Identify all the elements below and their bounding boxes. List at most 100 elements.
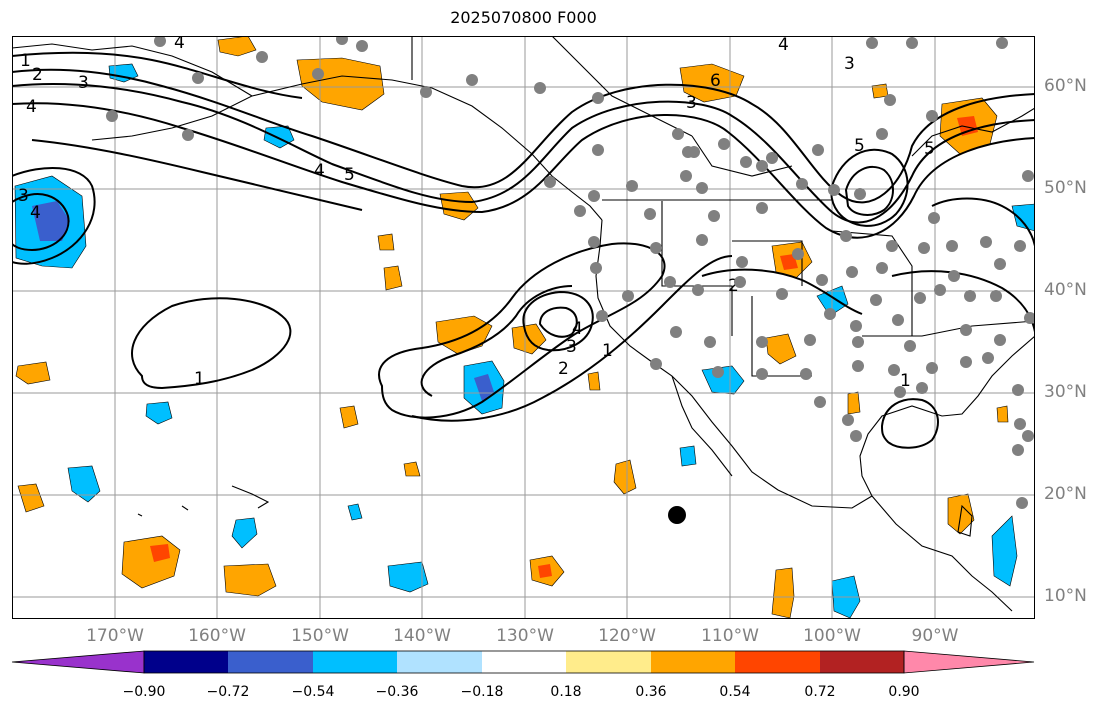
contour-label: 5 bbox=[924, 139, 935, 159]
negative-anomaly-area bbox=[67, 465, 101, 503]
contour-label-layer: 1 2 3 4 4 3 4 4 5 1 1 2 3 4 3 6 3 4 5 5 … bbox=[18, 36, 935, 391]
latitude-label: 60°N bbox=[1044, 76, 1087, 96]
colorbar-extend-low bbox=[11, 650, 145, 674]
colorbar-tick-label: −0.54 bbox=[291, 684, 335, 700]
positive-anomaly-area bbox=[765, 333, 797, 365]
contour-label: 1 bbox=[900, 371, 911, 391]
contour-label: 4 bbox=[314, 161, 325, 181]
contour-label: 3 bbox=[844, 54, 855, 74]
colorbar-tick-label: −0.36 bbox=[375, 684, 419, 700]
negative-anomaly-area bbox=[387, 561, 429, 593]
longitude-label: 170°W bbox=[86, 626, 144, 646]
positive-anomaly-area bbox=[780, 254, 798, 270]
contour-label: 3 bbox=[78, 73, 89, 93]
latitude-label: 50°N bbox=[1044, 178, 1087, 198]
positive-anomaly-area bbox=[377, 233, 395, 251]
contour-label: 1 bbox=[194, 369, 205, 389]
positive-anomaly-area bbox=[613, 459, 637, 495]
contour-line bbox=[12, 68, 1035, 204]
contour-label: 4 bbox=[778, 36, 789, 55]
contour-line bbox=[12, 193, 70, 252]
positive-anomaly-area bbox=[771, 567, 795, 619]
contour-label: 5 bbox=[854, 136, 865, 156]
contour-line bbox=[844, 165, 894, 216]
anomaly-fill-layer bbox=[14, 36, 1035, 619]
reference-point-marker bbox=[668, 506, 686, 524]
positive-anomaly-area bbox=[587, 371, 601, 391]
contour-label: 3 bbox=[566, 337, 577, 357]
contour-label: 5 bbox=[344, 165, 355, 185]
positive-anomaly-area bbox=[847, 391, 861, 415]
latitude-label: 10°N bbox=[1044, 586, 1087, 606]
longitude-label: 90°W bbox=[911, 626, 959, 646]
contour-line bbox=[701, 268, 863, 315]
positive-anomaly-area bbox=[17, 483, 45, 513]
colorbar-segment bbox=[397, 651, 482, 673]
contour-line bbox=[378, 242, 666, 419]
contour-label: 4 bbox=[174, 36, 185, 53]
colorbar-extend-high bbox=[903, 650, 1035, 674]
longitude-label: 160°W bbox=[188, 626, 246, 646]
contour-label: 1 bbox=[602, 341, 613, 361]
contour-line bbox=[31, 139, 363, 211]
colorbar-tick-label: 0.36 bbox=[635, 684, 667, 700]
contour-label: 6 bbox=[710, 71, 721, 91]
colorbar-segment bbox=[313, 651, 397, 673]
positive-anomaly-area bbox=[957, 116, 978, 136]
negative-anomaly-area bbox=[32, 201, 70, 241]
negative-anomaly-area bbox=[145, 401, 173, 425]
contour-label: 2 bbox=[558, 359, 569, 379]
contour-label: 2 bbox=[728, 276, 739, 296]
contour-label: 3 bbox=[18, 186, 29, 206]
longitude-label: 120°W bbox=[598, 626, 656, 646]
negative-anomaly-area bbox=[991, 515, 1018, 587]
contour-line bbox=[411, 255, 733, 422]
negative-anomaly-area bbox=[474, 374, 494, 401]
longitude-label: 110°W bbox=[701, 626, 759, 646]
contour-label: 2 bbox=[32, 65, 43, 85]
contour-line bbox=[12, 51, 303, 99]
colorbar-tick-label: 0.54 bbox=[719, 684, 751, 700]
latitude-label: 40°N bbox=[1044, 280, 1087, 300]
positive-anomaly-area bbox=[15, 361, 51, 385]
latitude-label: 20°N bbox=[1044, 484, 1087, 504]
positive-anomaly-area bbox=[403, 461, 421, 477]
colorbar-tick-label: 0.90 bbox=[888, 684, 920, 700]
positive-anomaly-area bbox=[871, 83, 889, 99]
positive-anomaly-area bbox=[538, 564, 552, 578]
colorbar-segment bbox=[735, 651, 820, 673]
colorbar-segment bbox=[566, 651, 651, 673]
negative-anomaly-area bbox=[231, 517, 258, 549]
station-markers bbox=[106, 36, 1035, 509]
contour-line bbox=[931, 197, 1035, 247]
colorbar-segment bbox=[820, 651, 904, 673]
colorbar bbox=[11, 650, 1035, 674]
colorbar-segment bbox=[651, 651, 735, 673]
positive-anomaly-area bbox=[439, 191, 479, 221]
colorbar-tick-label: 0.18 bbox=[550, 684, 582, 700]
map-panel: 1 2 3 4 4 3 4 4 5 1 1 2 3 4 3 6 3 4 5 5 … bbox=[12, 36, 1035, 619]
colorbar-tick-label: −0.72 bbox=[206, 684, 250, 700]
negative-anomaly-area bbox=[679, 445, 697, 467]
negative-anomaly-area bbox=[347, 503, 363, 521]
contour-line bbox=[420, 285, 573, 397]
positive-anomaly-area bbox=[150, 544, 170, 562]
colorbar-segment bbox=[482, 651, 566, 673]
longitude-label: 100°W bbox=[803, 626, 861, 646]
contour-label: 4 bbox=[572, 319, 583, 339]
map-title: 2025070800 F000 bbox=[450, 8, 597, 27]
contour-line bbox=[12, 102, 1035, 239]
latitude-label: 30°N bbox=[1044, 382, 1087, 402]
longitude-label: 140°W bbox=[393, 626, 451, 646]
positive-anomaly-area bbox=[996, 405, 1009, 423]
contour-line bbox=[12, 167, 96, 265]
contour-line bbox=[880, 398, 939, 449]
colorbar-segment bbox=[228, 651, 313, 673]
longitude-label: 130°W bbox=[496, 626, 554, 646]
contour-label: 4 bbox=[26, 97, 37, 117]
colorbar-segment bbox=[144, 651, 228, 673]
contour-line bbox=[131, 297, 292, 390]
longitude-label: 150°W bbox=[291, 626, 349, 646]
graticule bbox=[12, 36, 1035, 619]
contour-line bbox=[522, 290, 594, 352]
